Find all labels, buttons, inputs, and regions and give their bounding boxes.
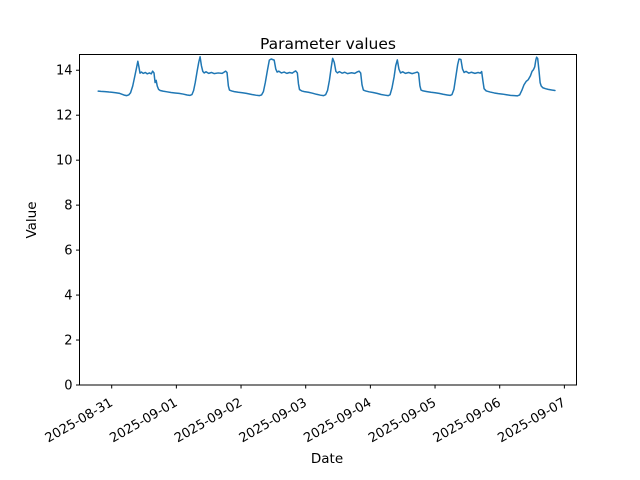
y-axis-label: Value bbox=[24, 201, 40, 238]
x-ticks-group: 2025-08-312025-09-012025-09-022025-09-03… bbox=[43, 385, 568, 446]
chart-title: Parameter values bbox=[260, 35, 396, 53]
x-axis-label: Date bbox=[311, 451, 343, 467]
y-tick-label: 2 bbox=[64, 334, 72, 349]
y-tick-label: 10 bbox=[56, 154, 73, 169]
y-tick-label: 12 bbox=[56, 109, 73, 124]
y-tick-label: 8 bbox=[64, 199, 72, 214]
y-ticks-group: 0 2 4 6 8 10 12 14 bbox=[56, 64, 80, 394]
x-tick-label: 2025-09-03 bbox=[237, 395, 310, 446]
x-tick-label: 2025-09-01 bbox=[107, 395, 180, 446]
series-line-parameter-values bbox=[97, 56, 556, 97]
y-tick-label: 4 bbox=[64, 289, 72, 304]
plot-frame bbox=[79, 54, 577, 386]
series-group bbox=[97, 56, 556, 97]
x-tick-label: 2025-09-07 bbox=[495, 395, 568, 446]
y-tick-label: 6 bbox=[64, 244, 72, 259]
x-tick-label: 2025-09-06 bbox=[431, 395, 504, 446]
y-tick-label: 14 bbox=[56, 64, 73, 79]
x-tick-label: 2025-09-04 bbox=[301, 395, 374, 446]
x-tick-label: 2025-09-02 bbox=[172, 395, 245, 446]
y-tick-label: 0 bbox=[64, 379, 72, 394]
x-tick-label: 2025-09-05 bbox=[366, 395, 439, 446]
x-tick-label: 2025-08-31 bbox=[43, 395, 116, 446]
